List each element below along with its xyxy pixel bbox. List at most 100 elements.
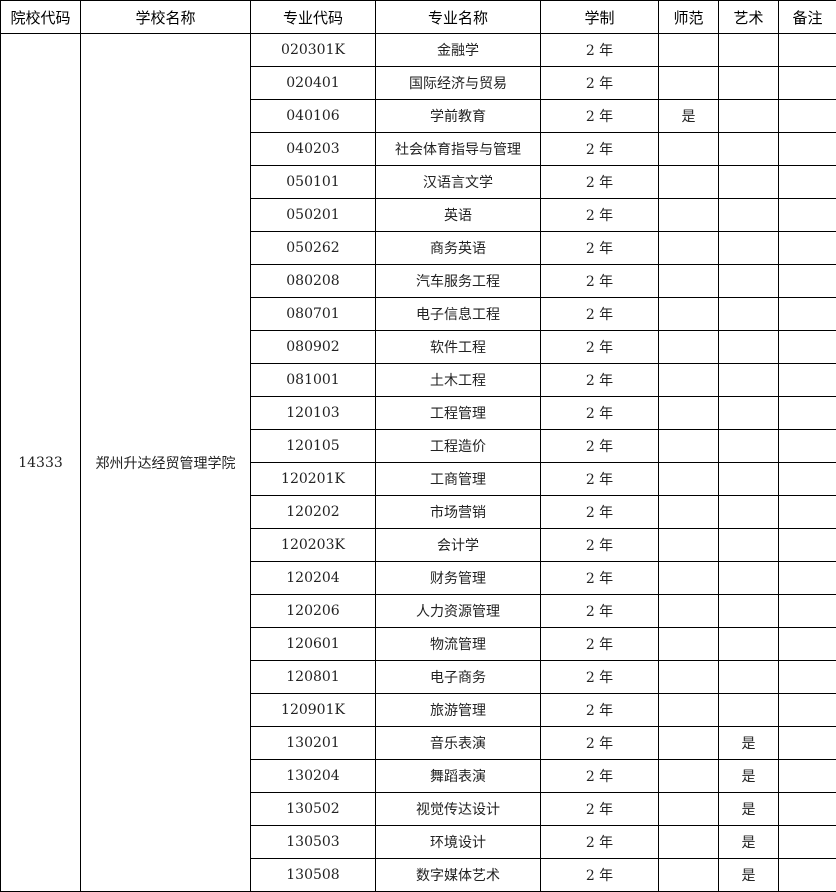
major-code-cell: 120801 [250, 660, 376, 694]
note-cell [778, 858, 836, 892]
art-cell [718, 99, 779, 133]
note-cell [778, 396, 836, 430]
art-cell [718, 33, 779, 67]
table-row: 120601 物流管理 2 年 [1, 627, 836, 661]
table-row: 120901K 旅游管理 2 年 [1, 693, 836, 727]
major-name-cell: 软件工程 [375, 330, 541, 364]
art-cell [718, 330, 779, 364]
note-cell [778, 132, 836, 166]
note-cell [778, 66, 836, 100]
major-name-cell: 社会体育指导与管理 [375, 132, 541, 166]
art-cell [718, 660, 779, 694]
table-row: 130508 数字媒体艺术 2 年 是 [1, 858, 836, 892]
normal-cell [658, 594, 719, 628]
art-cell [718, 429, 779, 463]
header-note: 备注 [778, 0, 836, 34]
normal-cell [658, 165, 719, 199]
major-code-cell: 120103 [250, 396, 376, 430]
note-cell [778, 198, 836, 232]
note-cell [778, 792, 836, 826]
art-cell [718, 66, 779, 100]
major-name-cell: 汉语言文学 [375, 165, 541, 199]
normal-cell [658, 66, 719, 100]
major-code-cell: 040203 [250, 132, 376, 166]
years-cell: 2 年 [540, 627, 659, 661]
note-cell [778, 99, 836, 133]
normal-cell [658, 33, 719, 67]
normal-cell [658, 198, 719, 232]
note-cell [778, 33, 836, 67]
header-row: 院校代码 学校名称 专业代码 专业名称 学制 师范 艺术 备注 [0, 0, 836, 34]
table-row: 130502 视觉传达设计 2 年 是 [1, 792, 836, 826]
table-row: 120206 人力资源管理 2 年 [1, 594, 836, 628]
major-name-cell: 电子信息工程 [375, 297, 541, 331]
major-name-cell: 视觉传达设计 [375, 792, 541, 826]
note-cell [778, 297, 836, 331]
table-row: 120203K 会计学 2 年 [1, 528, 836, 562]
major-name-cell: 数字媒体艺术 [375, 858, 541, 892]
school-name-cell: 郑州升达经贸管理学院 [80, 33, 251, 892]
years-cell: 2 年 [540, 429, 659, 463]
major-code-cell: 080902 [250, 330, 376, 364]
note-cell [778, 726, 836, 760]
years-cell: 2 年 [540, 462, 659, 496]
art-cell: 是 [718, 759, 779, 793]
normal-cell [658, 462, 719, 496]
years-cell: 2 年 [540, 264, 659, 298]
normal-cell: 是 [658, 99, 719, 133]
years-cell: 2 年 [540, 561, 659, 595]
table-row: 120801 电子商务 2 年 [1, 660, 836, 694]
normal-cell [658, 726, 719, 760]
art-cell: 是 [718, 726, 779, 760]
major-name-cell: 旅游管理 [375, 693, 541, 727]
header-major-name: 专业名称 [375, 0, 541, 34]
major-name-cell: 财务管理 [375, 561, 541, 595]
art-cell: 是 [718, 858, 779, 892]
years-cell: 2 年 [540, 792, 659, 826]
years-cell: 2 年 [540, 330, 659, 364]
table-row: 120201K 工商管理 2 年 [1, 462, 836, 496]
major-name-cell: 舞蹈表演 [375, 759, 541, 793]
years-cell: 2 年 [540, 726, 659, 760]
normal-cell [658, 759, 719, 793]
normal-cell [658, 132, 719, 166]
note-cell [778, 462, 836, 496]
years-cell: 2 年 [540, 660, 659, 694]
major-code-cell: 130508 [250, 858, 376, 892]
major-code-cell: 120206 [250, 594, 376, 628]
art-cell [718, 363, 779, 397]
years-cell: 2 年 [540, 33, 659, 67]
art-cell [718, 462, 779, 496]
note-cell [778, 594, 836, 628]
note-cell [778, 660, 836, 694]
header-school-code: 院校代码 [0, 0, 81, 34]
note-cell [778, 627, 836, 661]
major-code-cell: 080208 [250, 264, 376, 298]
note-cell [778, 495, 836, 529]
years-cell: 2 年 [540, 396, 659, 430]
note-cell [778, 759, 836, 793]
table-row: 120204 财务管理 2 年 [1, 561, 836, 595]
table-row: 130201 音乐表演 2 年 是 [1, 726, 836, 760]
art-cell [718, 165, 779, 199]
major-name-cell: 音乐表演 [375, 726, 541, 760]
art-cell [718, 132, 779, 166]
years-cell: 2 年 [540, 231, 659, 265]
normal-cell [658, 396, 719, 430]
major-code-cell: 130201 [250, 726, 376, 760]
years-cell: 2 年 [540, 594, 659, 628]
header-normal: 师范 [658, 0, 719, 34]
table-row: 120105 工程造价 2 年 [1, 429, 836, 463]
major-code-cell: 020401 [250, 66, 376, 100]
major-name-cell: 工商管理 [375, 462, 541, 496]
years-cell: 2 年 [540, 132, 659, 166]
normal-cell [658, 561, 719, 595]
note-cell [778, 363, 836, 397]
major-name-cell: 电子商务 [375, 660, 541, 694]
major-name-cell: 会计学 [375, 528, 541, 562]
major-code-cell: 020301K [250, 33, 376, 67]
major-name-cell: 市场营销 [375, 495, 541, 529]
art-cell [718, 495, 779, 529]
major-name-cell: 物流管理 [375, 627, 541, 661]
